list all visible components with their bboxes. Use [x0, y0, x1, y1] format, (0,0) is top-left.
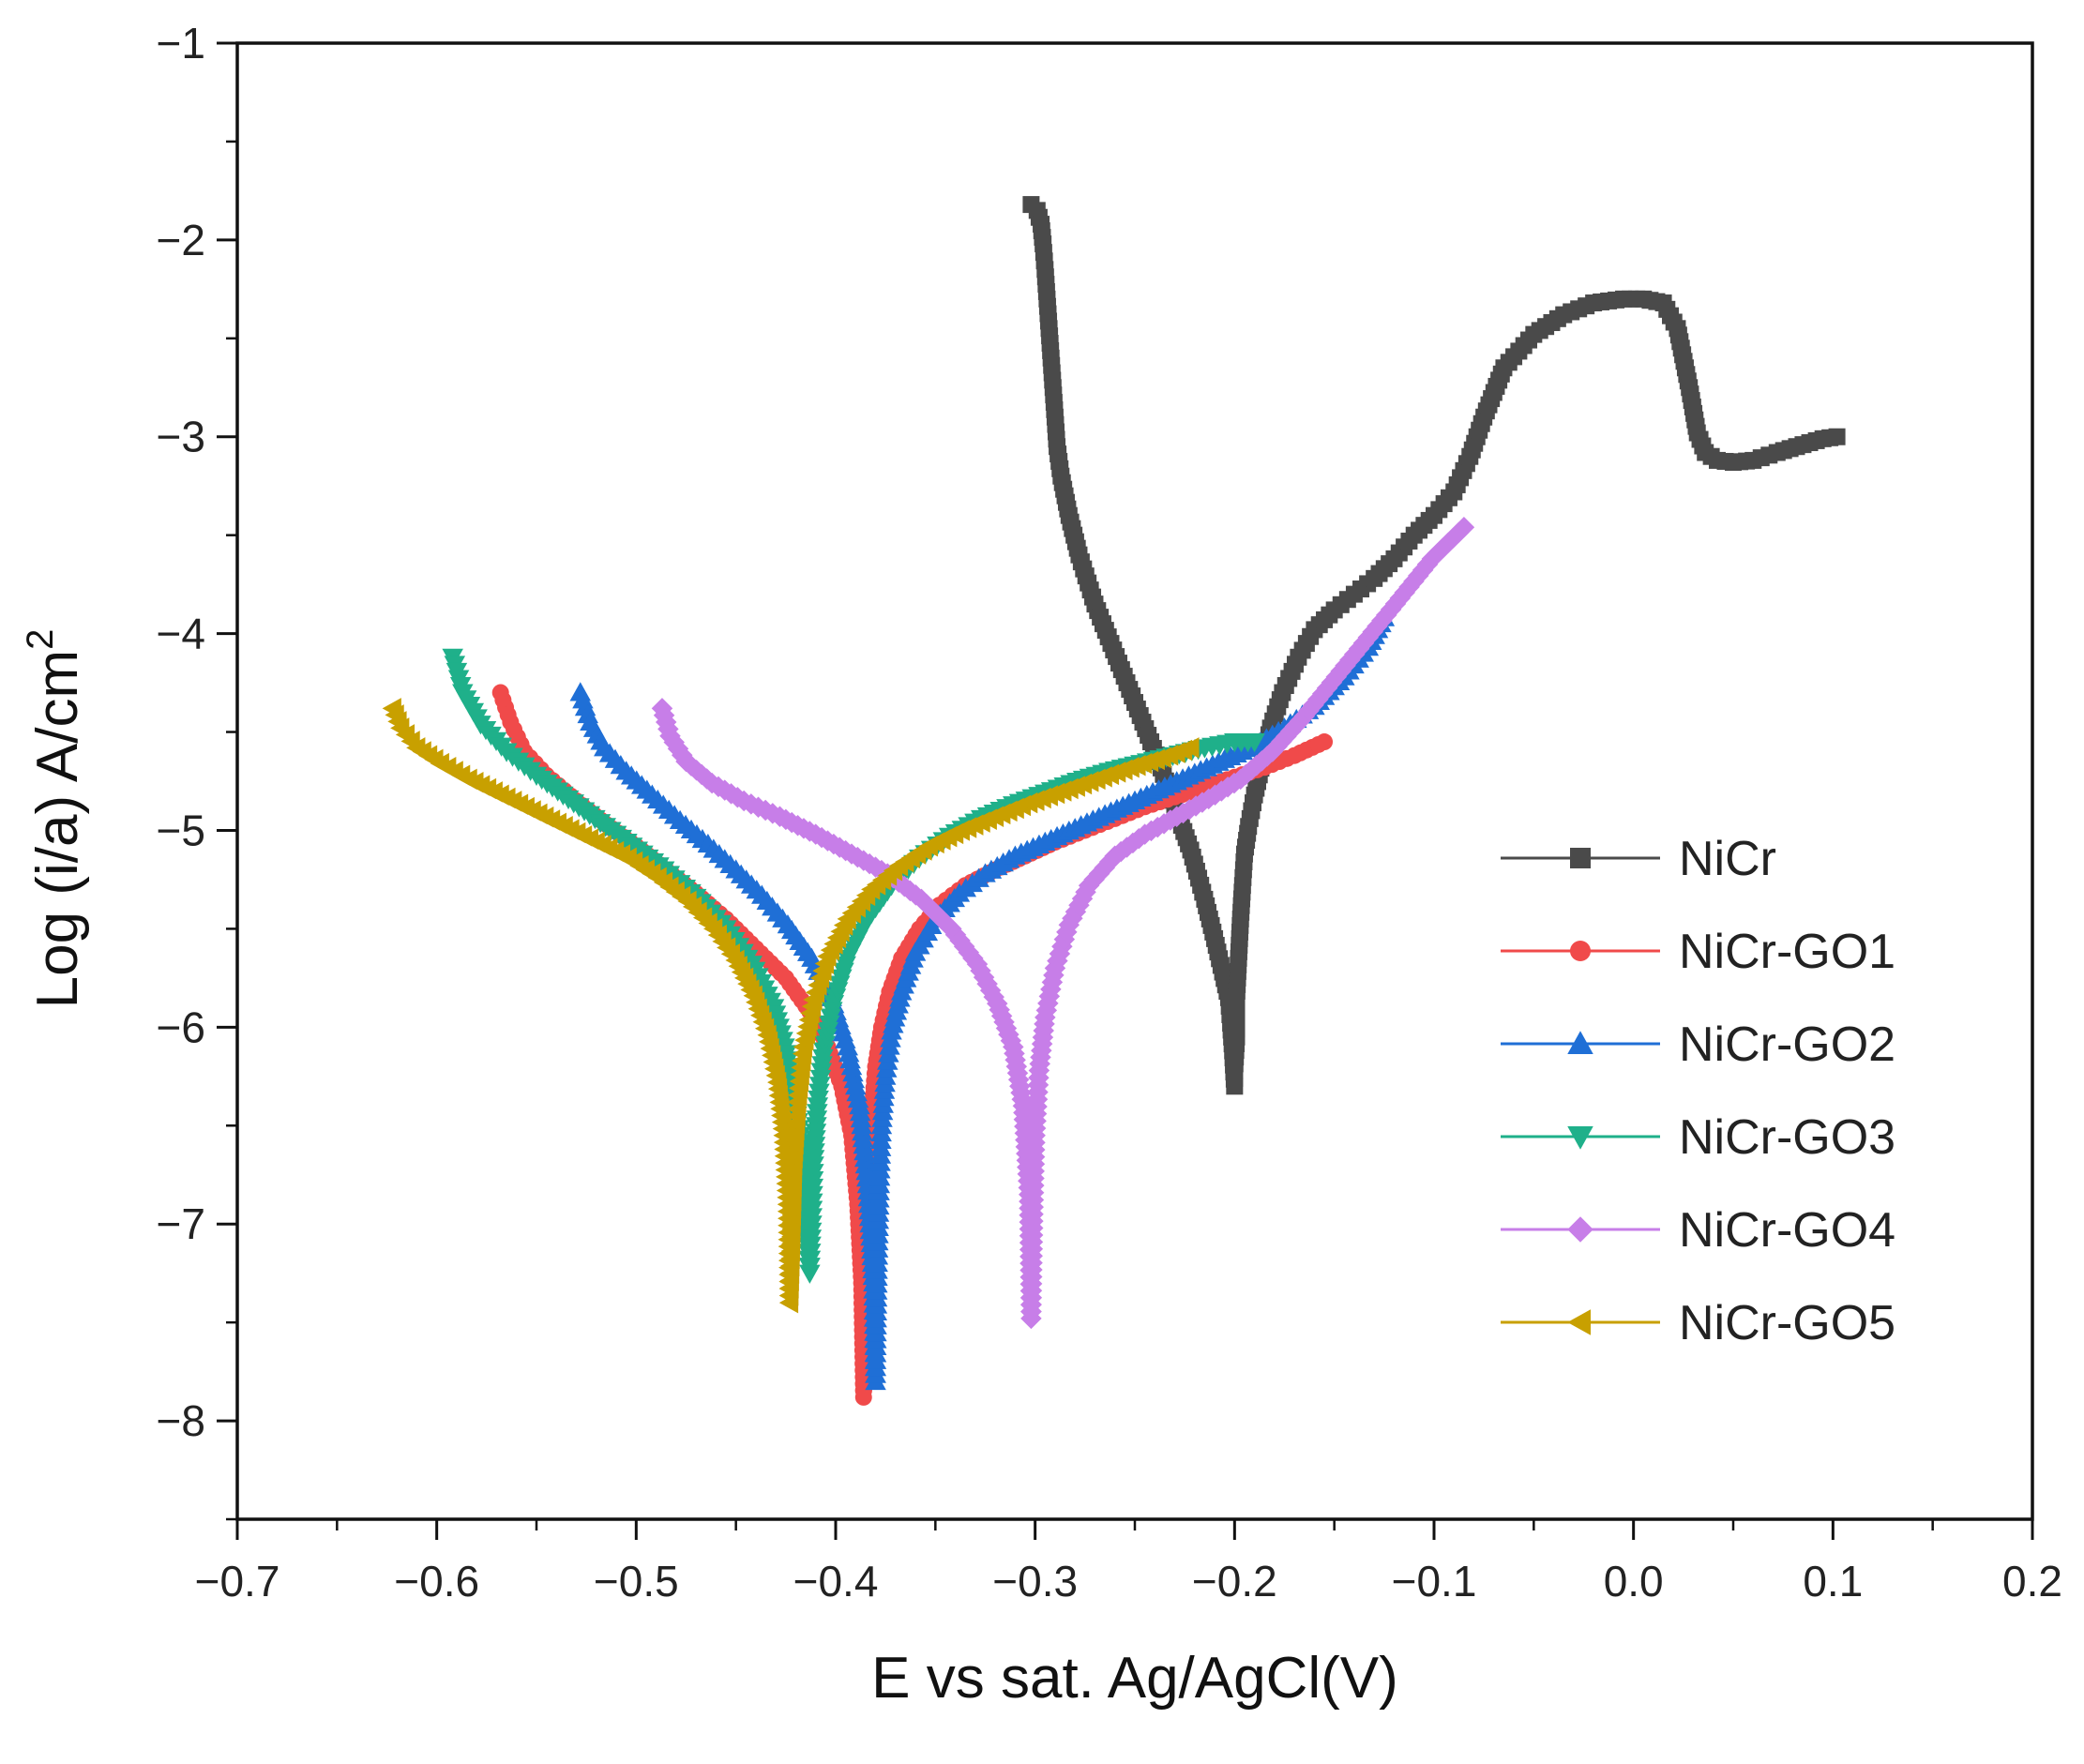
legend-label: NiCr [1679, 832, 1776, 886]
y-tick-label: −8 [157, 1396, 205, 1445]
legend-marker [1570, 941, 1591, 961]
y-axis-title-text: Log (i/a) A/cm [25, 650, 90, 1008]
legend-label: NiCr-GO3 [1679, 1110, 1895, 1165]
legend-item: NiCr-GO5 [1501, 1296, 1895, 1350]
x-tick-label: −0.1 [1392, 1557, 1477, 1606]
y-tick-label: −2 [157, 216, 205, 264]
x-tick-label: −0.2 [1192, 1557, 1277, 1606]
series-nicr-go4 [651, 517, 1475, 1330]
legend-item: NiCr-GO3 [1501, 1110, 1895, 1165]
x-axis-ticks: −0.7 −0.6 −0.5 −0.4 −0.3 −0.2 −0.1 0.0 0.1 0.2 [195, 1519, 2062, 1606]
legend-item: NiCr [1501, 832, 1776, 886]
x-tick-label: −0.7 [195, 1557, 280, 1606]
legend-label: NiCr-GO5 [1679, 1296, 1895, 1350]
data-point [1316, 733, 1334, 751]
legend-marker [1567, 1309, 1591, 1335]
y-tick-label: −4 [157, 610, 205, 658]
legend-marker [1567, 1216, 1593, 1243]
legend-item: NiCr-GO4 [1501, 1203, 1895, 1258]
x-tick-label: 0.2 [2002, 1557, 2062, 1606]
data-point [1244, 733, 1265, 753]
x-tick-label: 0.1 [1803, 1557, 1863, 1606]
y-tick-label: −7 [157, 1199, 205, 1248]
legend: NiCr NiCr-GO1 NiCr-GO2 NiCr-GO3 NiCr-GO4 NiCr… [1501, 832, 1895, 1350]
y-tick-label: −5 [157, 806, 205, 854]
x-tick-label: −0.4 [793, 1557, 879, 1606]
plot-marks [382, 196, 1846, 1406]
series-nicr-go5 [382, 698, 1200, 1314]
legend-label: NiCr-GO4 [1679, 1203, 1895, 1258]
legend-item: NiCr-GO1 [1501, 925, 1895, 979]
x-tick-label: −0.5 [594, 1557, 679, 1606]
y-axis-title-superscript: 2 [20, 629, 61, 650]
data-point [1828, 428, 1846, 445]
y-tick-label: −1 [157, 19, 205, 68]
data-point [1453, 517, 1475, 538]
y-axis-title: Log (i/a) A/cm2 [20, 629, 90, 1009]
x-tick-label: −0.6 [394, 1557, 479, 1606]
y-axis-ticks: −1 −2 −3 −4 −5 −6 −7 −8 [157, 19, 237, 1521]
legend-marker [1567, 1126, 1593, 1150]
x-axis-title: E vs sat. Ag/AgCl(V) [871, 1646, 1398, 1711]
data-point [1180, 737, 1200, 759]
legend-label: NiCr-GO1 [1679, 925, 1895, 979]
y-tick-label: −6 [157, 1003, 205, 1051]
legend-item: NiCr-GO2 [1501, 1018, 1895, 1072]
legend-marker [1567, 1031, 1593, 1054]
y-tick-label: −3 [157, 413, 205, 461]
legend-label: NiCr-GO2 [1679, 1018, 1895, 1072]
x-tick-label: −0.3 [992, 1557, 1078, 1606]
x-tick-label: 0.0 [1604, 1557, 1664, 1606]
legend-marker [1570, 848, 1591, 868]
